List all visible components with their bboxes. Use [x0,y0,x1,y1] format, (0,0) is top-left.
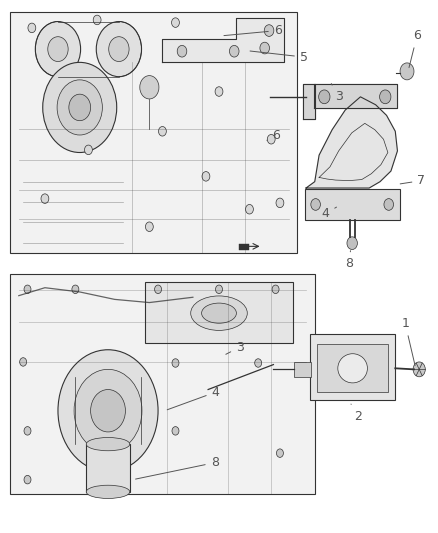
Circle shape [20,358,27,366]
Circle shape [72,285,79,294]
Circle shape [35,21,81,77]
Text: 8: 8 [345,251,353,270]
Circle shape [380,90,391,104]
Circle shape [24,426,31,435]
Circle shape [140,76,159,99]
Circle shape [347,237,357,249]
Text: 3: 3 [226,341,244,354]
Polygon shape [306,97,397,188]
Circle shape [276,449,283,457]
Circle shape [311,199,321,211]
Text: 1: 1 [401,317,415,366]
Circle shape [260,42,269,54]
Circle shape [58,350,158,472]
Text: 4: 4 [167,386,219,410]
Circle shape [91,390,125,432]
Circle shape [74,369,142,452]
Bar [86,444,130,492]
Circle shape [93,15,101,25]
Polygon shape [303,84,315,119]
Circle shape [319,90,330,104]
Bar [318,344,388,392]
Circle shape [172,18,180,27]
Circle shape [159,126,166,136]
Text: 8: 8 [135,456,219,479]
Circle shape [413,362,425,377]
Bar [10,12,297,253]
Circle shape [28,23,36,33]
Bar [311,334,395,400]
Circle shape [267,134,275,144]
Circle shape [272,285,279,294]
Circle shape [85,145,92,155]
Circle shape [246,205,253,214]
Circle shape [230,45,239,57]
Text: 6: 6 [409,29,421,68]
Circle shape [43,62,117,152]
Circle shape [155,285,162,294]
Circle shape [24,285,31,294]
Ellipse shape [86,485,130,498]
Circle shape [215,87,223,96]
Polygon shape [314,84,396,109]
Ellipse shape [191,296,247,330]
Polygon shape [162,18,284,62]
Circle shape [215,285,223,294]
Circle shape [172,426,179,435]
Ellipse shape [86,438,130,451]
Bar [145,282,293,343]
Bar [294,362,311,377]
Circle shape [41,194,49,204]
Circle shape [254,359,261,367]
Text: 6: 6 [267,128,280,141]
Circle shape [276,198,284,208]
Bar [10,274,315,495]
Circle shape [145,222,153,231]
Circle shape [384,199,393,211]
Circle shape [264,25,274,36]
Text: 6: 6 [224,24,282,37]
Text: 5: 5 [250,51,308,63]
Ellipse shape [338,354,367,383]
Circle shape [57,80,102,135]
Circle shape [48,37,68,61]
Circle shape [202,172,210,181]
Circle shape [109,37,129,61]
Text: 2: 2 [351,404,362,423]
Circle shape [172,359,179,367]
Circle shape [400,63,414,80]
Bar [305,189,400,220]
Text: 3: 3 [331,84,343,103]
Text: 4: 4 [321,207,336,220]
Circle shape [177,45,187,57]
Circle shape [24,475,31,484]
Ellipse shape [201,303,237,323]
Text: 7: 7 [400,174,425,187]
Circle shape [69,94,91,120]
Bar [239,244,250,249]
Circle shape [96,21,141,77]
